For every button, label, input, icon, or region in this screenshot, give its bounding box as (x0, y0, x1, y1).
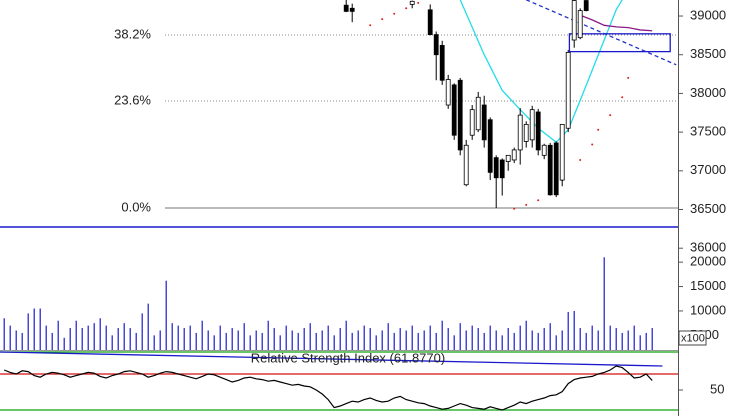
candle-body (445, 79, 451, 106)
sar-dot (627, 76, 630, 79)
candle-body (541, 144, 547, 156)
candle-body (439, 45, 445, 81)
candle-body (433, 34, 439, 56)
sar-dot (579, 158, 582, 161)
candle-body (409, 0, 415, 5)
candle-body (547, 144, 553, 196)
sar-dot (591, 143, 594, 146)
sar-dot (393, 12, 396, 15)
unit-label: x100 (681, 332, 705, 344)
candle-body (505, 154, 511, 162)
y-tick-label: 37500 (690, 124, 726, 139)
candle-body (451, 84, 457, 136)
sar-dot (417, 1, 420, 4)
sar-dot (405, 7, 408, 10)
candle-body (475, 96, 481, 131)
y-tick-label: 37000 (690, 162, 726, 177)
candle-body (559, 123, 565, 181)
indicator-line (579, 14, 653, 32)
candle-body (463, 144, 469, 186)
sar-dot (609, 114, 612, 117)
volume-panel (3, 257, 653, 350)
y-tick-label: 15000 (690, 278, 726, 293)
sar-dot (369, 24, 372, 27)
candle-body (571, 0, 577, 41)
unit-box (678, 330, 707, 346)
sar-dot (621, 96, 624, 99)
y-tick-label: 36500 (690, 201, 726, 216)
sar-dot (537, 199, 540, 202)
y-tick-label: 50 (710, 381, 724, 396)
candle-body (469, 109, 475, 136)
candle-body (499, 159, 505, 179)
candle-body (427, 9, 433, 35)
candle-body (553, 142, 559, 196)
candle-body (517, 114, 523, 151)
rsi-line (3, 365, 653, 411)
candle-body (493, 157, 499, 179)
candle-body (349, 7, 355, 12)
candle-body (535, 111, 541, 151)
rsi-title: Relative Strength Index (61.8770) (251, 350, 445, 365)
sar-dot (597, 128, 600, 131)
price-panel (165, 0, 678, 210)
fib-label: 0.0% (121, 199, 151, 214)
candle-body (343, 4, 349, 12)
y-tick-label: 20000 (690, 254, 726, 269)
y-tick-label: 10000 (690, 302, 726, 317)
sar-dot (525, 203, 528, 206)
candle-body (577, 10, 583, 39)
rsi-trendline (0, 351, 663, 367)
candle-body (583, 0, 589, 12)
sar-dot (513, 207, 516, 210)
fib-label: 23.6% (114, 92, 151, 107)
y-tick-label: 36000 (690, 240, 726, 255)
sar-dot (381, 18, 384, 21)
indicator-line (525, 0, 677, 66)
candle-body (511, 149, 517, 161)
annotation-box (568, 33, 671, 53)
y-tick-label: 38000 (690, 85, 726, 100)
fib-label: 38.2% (114, 26, 151, 41)
rsi-panel (0, 351, 678, 411)
candle-body (529, 109, 535, 141)
candle-body (523, 123, 529, 142)
candle-body (457, 79, 463, 151)
y-tick-label: 39000 (690, 7, 726, 22)
y-tick-label: 38500 (690, 46, 726, 61)
candle-body (487, 119, 493, 173)
candle-body (481, 104, 487, 141)
candle-body (565, 51, 571, 129)
